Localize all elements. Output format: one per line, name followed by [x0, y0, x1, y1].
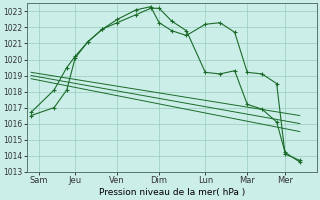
X-axis label: Pression niveau de la mer( hPa ): Pression niveau de la mer( hPa ) — [99, 188, 245, 197]
